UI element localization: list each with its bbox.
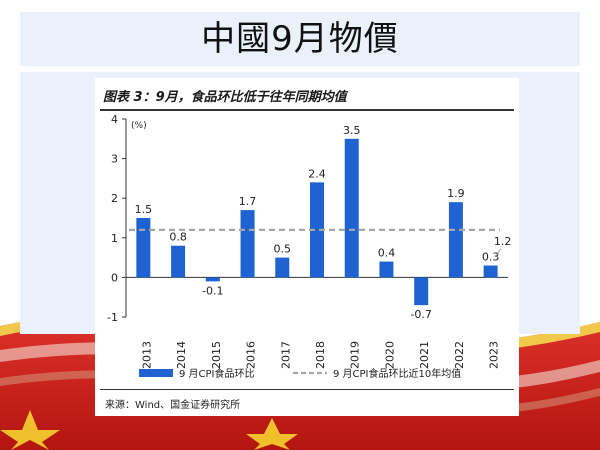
x-tick-label: 2015 [210, 341, 223, 369]
x-tick-label: 2023 [488, 341, 501, 369]
x-tick-label: 2013 [140, 341, 153, 369]
bar [275, 257, 290, 278]
data-label: -0.7 [410, 308, 431, 321]
bar [448, 202, 463, 278]
data-label: 1.5 [135, 203, 153, 216]
bar [136, 218, 151, 278]
legend-label-line: 9 月CPI食品环比近10年均值 [333, 367, 461, 380]
x-tick-label: 2022 [453, 341, 466, 369]
chart-title: 图表 3：9月，食品环比低于往年同期均值 [103, 90, 347, 105]
reference-label-leader [495, 248, 501, 258]
data-label: 3.5 [343, 124, 361, 137]
data-label: 1.7 [239, 195, 257, 208]
data-label: 0.4 [378, 247, 396, 260]
slide-title: 中國9月物價 [201, 19, 399, 59]
y-tick-label: 1 [111, 232, 118, 245]
title-band: 中國9月物價 [20, 12, 580, 66]
x-tick-label: 2016 [245, 341, 258, 369]
y-tick-label: 2 [111, 192, 118, 205]
x-tick-label: 2014 [175, 341, 188, 369]
bar [483, 265, 498, 278]
y-tick-label: 4 [111, 113, 118, 126]
reference-line-label: 1.2 [494, 235, 512, 248]
bar-chart: -1 0 1 2 3 4 (%) 1.5 2013 0.8 2014 -0.1 2015 1.7 2016 0… [107, 113, 512, 380]
bar [379, 261, 394, 278]
source-note: 来源：Wind、国金证券研究所 [105, 400, 241, 411]
data-label: 0.8 [169, 231, 187, 244]
x-tick-label: 2017 [279, 341, 292, 369]
data-label: -0.1 [202, 284, 223, 297]
legend-swatch-bar [139, 369, 173, 377]
source-rule [100, 389, 514, 390]
data-label: 0.5 [274, 243, 292, 256]
data-label: 0.3 [482, 251, 500, 264]
x-tick-label: 2018 [314, 341, 327, 369]
y-tick-label: 0 [111, 271, 118, 284]
bar [171, 245, 186, 278]
legend-label-bar: 9 月CPI食品环比 [179, 367, 255, 380]
bar [240, 210, 255, 278]
y-axis-unit-label: (%) [131, 121, 147, 131]
y-tick-label: -1 [107, 311, 118, 324]
bar [310, 182, 324, 278]
title-rule [100, 109, 514, 111]
bar [344, 138, 359, 278]
bar [414, 277, 429, 306]
y-tick-label: 3 [111, 153, 118, 166]
x-tick-label: 2019 [349, 341, 362, 369]
x-tick-label: 2020 [383, 341, 396, 369]
data-label: 1.9 [447, 187, 465, 200]
chart-card: 图表 3：9月，食品环比低于往年同期均值 -1 0 1 2 3 4 (%) 1.5 2013 0.… [95, 78, 519, 416]
bar [205, 277, 220, 282]
x-tick-label: 2021 [418, 341, 431, 369]
data-label: 2.4 [308, 167, 326, 180]
